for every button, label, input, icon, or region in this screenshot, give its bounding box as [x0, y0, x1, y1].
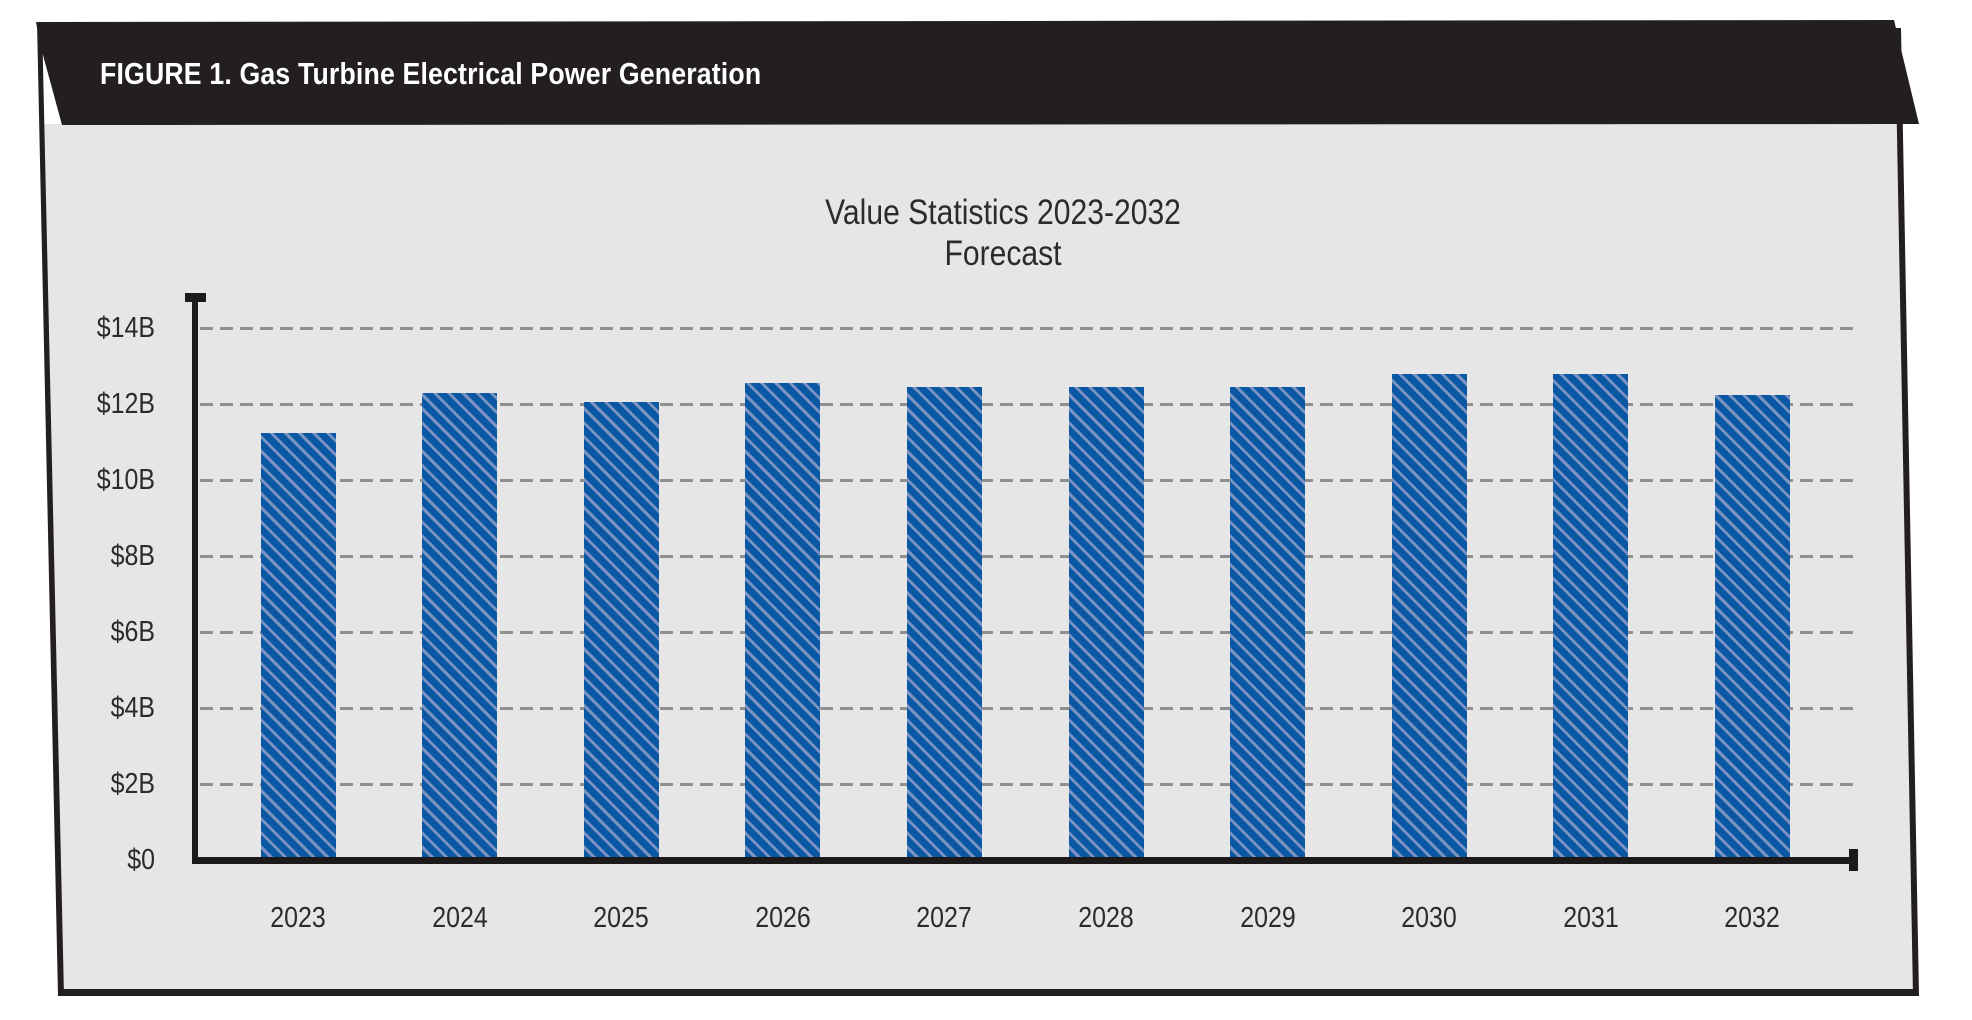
gridline — [200, 707, 1858, 710]
chart-title-block: Value Statistics 2023-2032 Forecast — [175, 192, 1831, 274]
gridline — [200, 555, 1858, 558]
bar-2025 — [583, 402, 659, 859]
x-tick-label: 2028 — [1078, 902, 1134, 934]
x-axis-line — [192, 857, 1851, 864]
y-axis-line — [192, 294, 198, 864]
bar-2028 — [1068, 386, 1144, 859]
bar-2029 — [1230, 386, 1306, 859]
y-tick-label: $14B — [96, 312, 155, 344]
gridline — [200, 479, 1858, 482]
y-tick-label: $2B — [110, 768, 155, 800]
chart-title: Value Statistics 2023-2032 — [825, 193, 1181, 232]
bar-2024 — [422, 392, 498, 859]
y-tick-label: $8B — [110, 540, 155, 572]
x-tick-label: 2032 — [1724, 902, 1781, 934]
gridline — [200, 403, 1858, 406]
y-tick-label: $6B — [110, 616, 155, 648]
figure-banner-title: FIGURE 1. Gas Turbine Electrical Power G… — [100, 56, 762, 91]
x-tick-label: 2031 — [1563, 902, 1619, 934]
x-tick-label: 2027 — [916, 902, 973, 934]
y-tick-label: $0 — [127, 844, 155, 876]
bar-2026 — [745, 383, 821, 859]
y-tick-label: $4B — [110, 692, 155, 724]
bar-2031 — [1553, 373, 1629, 859]
y-tick-label: $12B — [96, 388, 155, 420]
x-tick-label: 2025 — [593, 902, 649, 934]
x-tick-label: 2023 — [270, 902, 326, 934]
bar-2023 — [260, 432, 336, 859]
y-tick-label: $10B — [96, 464, 155, 496]
gridline — [200, 327, 1858, 330]
gridline — [200, 783, 1858, 786]
bar-2032 — [1714, 394, 1790, 859]
x-tick-label: 2024 — [431, 902, 488, 934]
bar-2027 — [906, 386, 982, 859]
bar-2030 — [1391, 373, 1467, 859]
chart-subtitle: Forecast — [944, 234, 1062, 273]
x-tick-label: 2030 — [1401, 902, 1457, 934]
x-tick-label: 2029 — [1239, 902, 1296, 934]
x-axis-end-cap — [1849, 849, 1858, 871]
y-axis-top-cap — [185, 293, 206, 302]
gridline — [200, 631, 1858, 634]
x-tick-label: 2026 — [755, 902, 811, 934]
